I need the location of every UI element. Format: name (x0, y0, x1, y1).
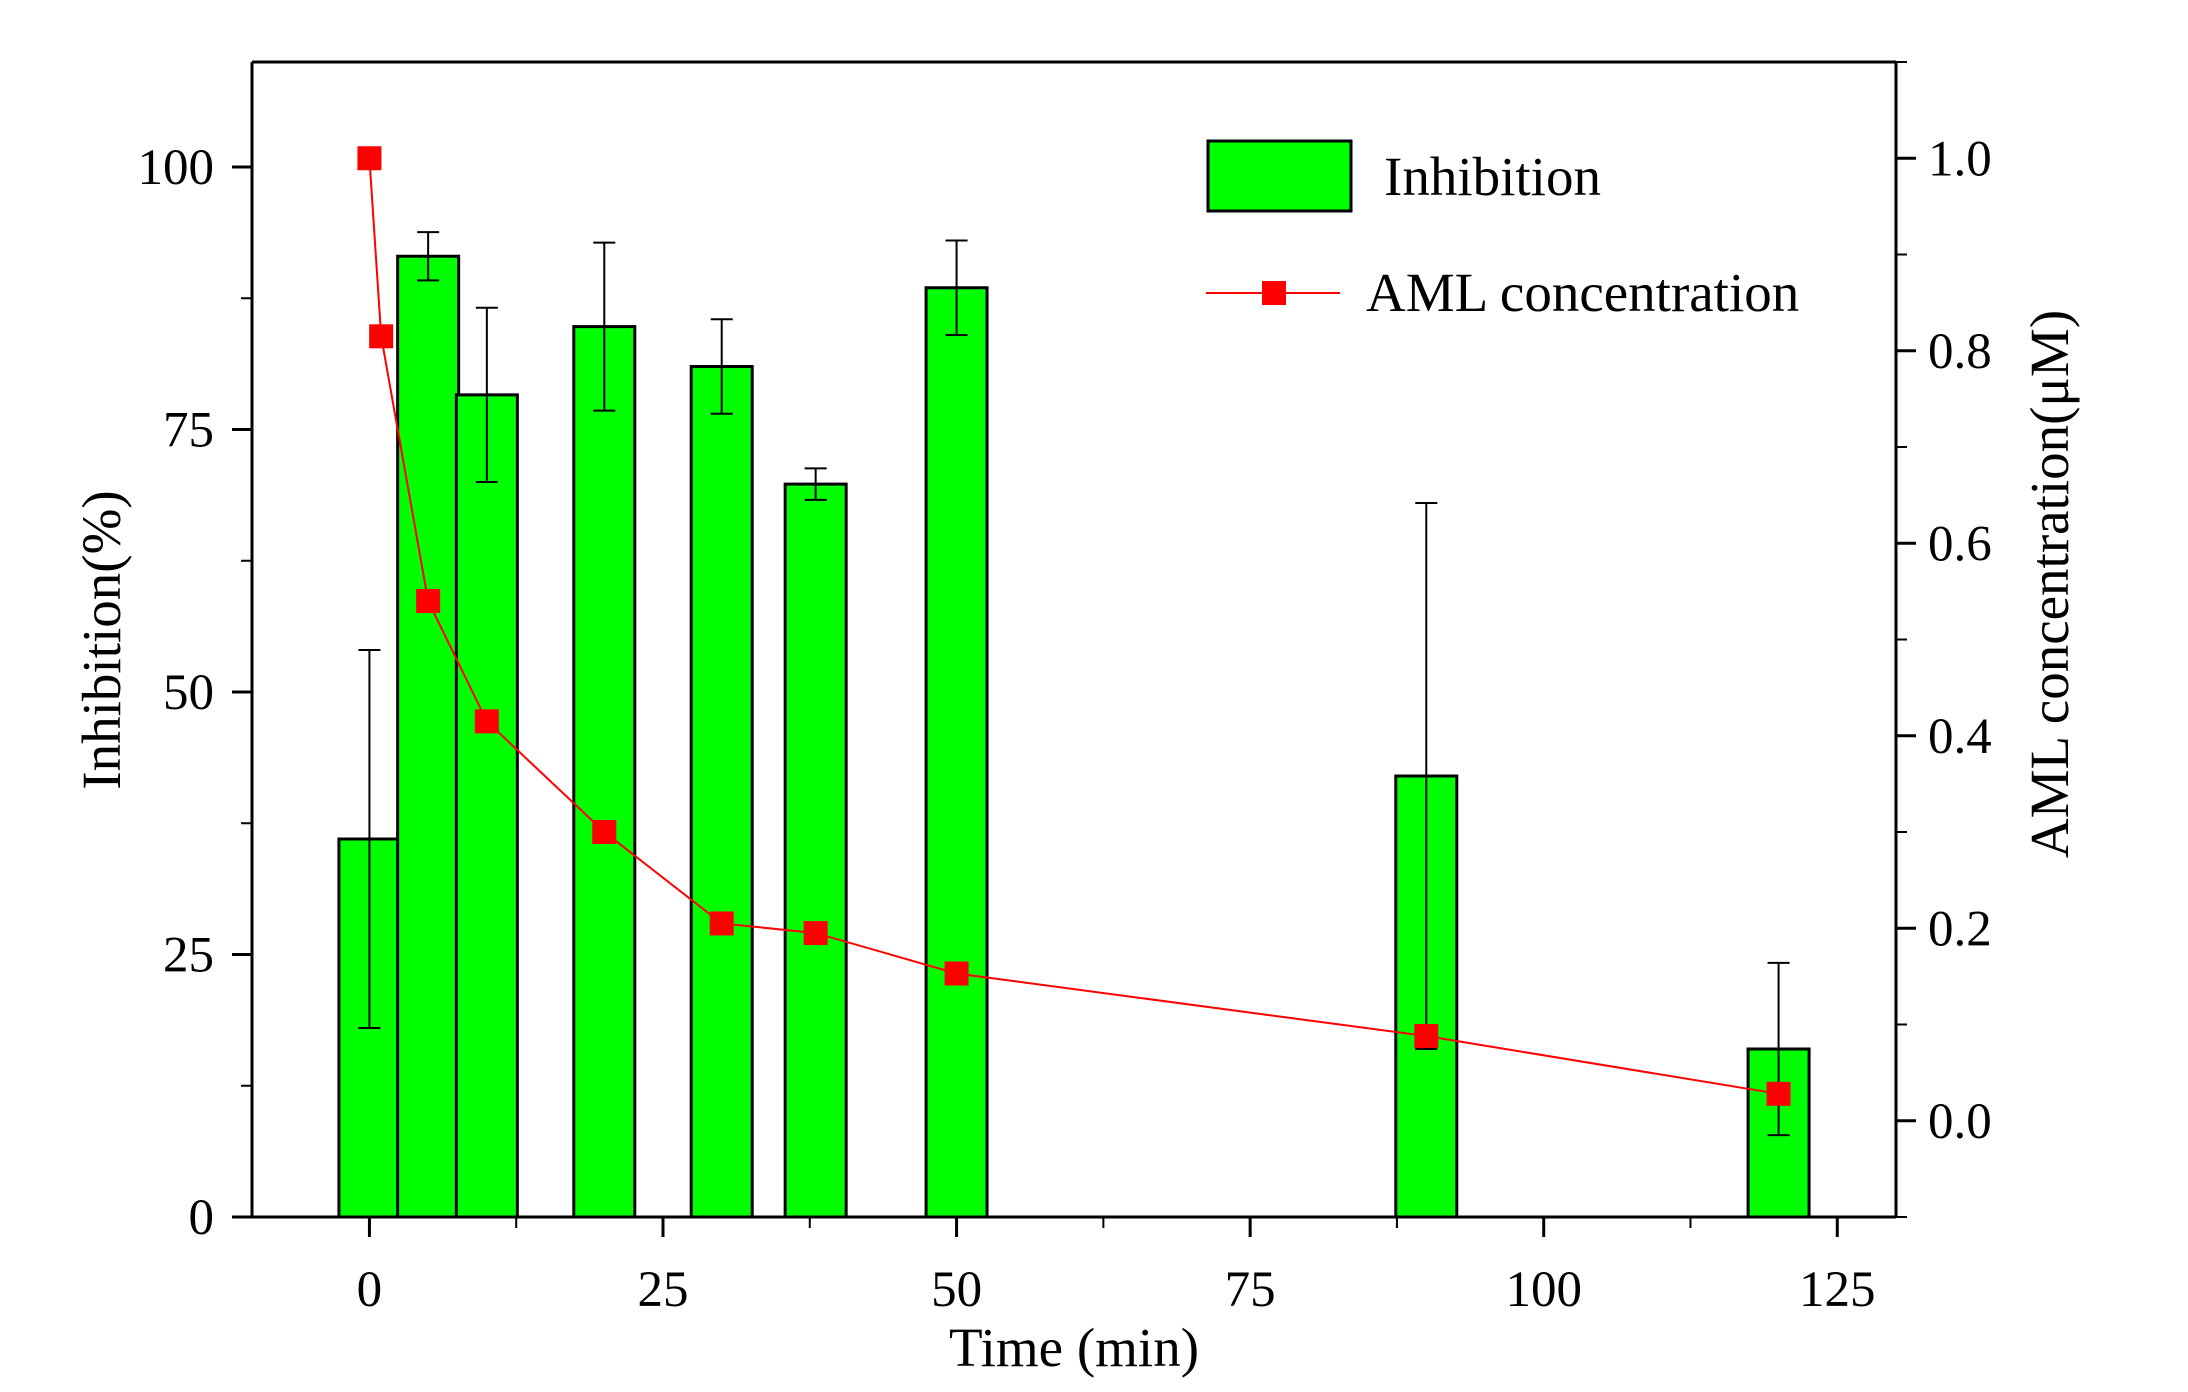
aml-point (369, 324, 394, 349)
legend-swatch-inhibition (1206, 139, 1353, 213)
x-tick-label: 0 (357, 1262, 383, 1318)
aml-point (1414, 1024, 1439, 1049)
y-right-tick-label: 0.6 (1928, 516, 1992, 572)
y-right-tick-label: 1.0 (1928, 131, 1992, 187)
legend-label-aml: AML concentration (1366, 262, 1799, 323)
x-tick-label: 100 (1505, 1262, 1582, 1318)
y-right-tick-label: 0.4 (1928, 709, 1992, 765)
aml-point (709, 911, 734, 936)
aml-point (592, 820, 617, 844)
aml-point (416, 589, 441, 613)
y-left-tick-label: 100 (138, 140, 215, 196)
x-axis-title: Time (min) (949, 1317, 1199, 1378)
aml-point (357, 146, 382, 171)
y-left-tick-label: 0 (189, 1190, 215, 1246)
axes-layer: 0 25 50 75 100 125 0 25 50 75 100 0.0 0.2 0.4 0.6 0.8 1.… (138, 61, 1992, 1318)
bar (689, 365, 754, 1219)
aml-point (944, 961, 969, 986)
legend: Inhibition AML concentration (1206, 139, 1799, 323)
y-left-tick-label: 25 (163, 928, 214, 984)
y-right-tick-label: 0.2 (1928, 901, 1992, 957)
legend-marker-aml (1262, 281, 1286, 305)
y-left-tick-label: 75 (163, 403, 214, 459)
y-left-tick-label: 50 (163, 665, 214, 721)
bar (454, 393, 519, 1219)
aml-point (803, 921, 828, 946)
line-layer (357, 146, 1791, 1106)
bar (783, 482, 848, 1219)
x-tick-label: 75 (1225, 1262, 1276, 1318)
aml-concentration-line (368, 158, 1779, 1095)
legend-label-inhibition: Inhibition (1384, 146, 1601, 207)
x-tick-label: 25 (638, 1262, 689, 1318)
x-tick-label: 50 (931, 1262, 982, 1318)
y-right-tick-label: 0.0 (1928, 1094, 1992, 1150)
y-right-tick-label: 0.8 (1928, 324, 1992, 380)
y-axis-right-title: AML concentration(μM) (2019, 310, 2080, 858)
aml-point (1766, 1081, 1791, 1106)
bar (924, 286, 989, 1219)
aml-point (474, 709, 499, 734)
bar (572, 325, 637, 1219)
bars-layer (337, 231, 1811, 1219)
bar (396, 254, 461, 1219)
y-axis-left-title: Inhibition(%) (71, 490, 132, 789)
x-tick-label: 125 (1799, 1262, 1876, 1318)
